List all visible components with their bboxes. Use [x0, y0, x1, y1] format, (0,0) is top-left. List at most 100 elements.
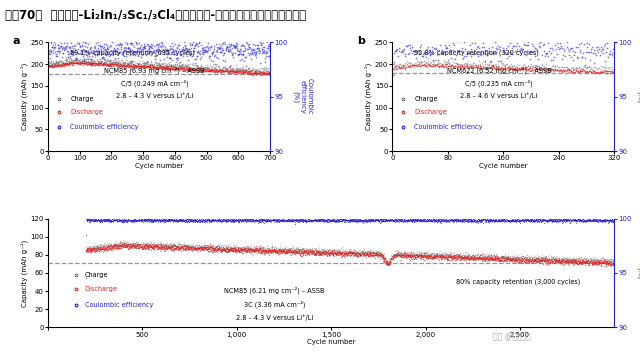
Text: Charge: Charge [415, 96, 438, 102]
Point [218, 246, 228, 251]
Point [264, 71, 275, 76]
Point [84, 57, 95, 62]
Point [257, 71, 267, 76]
Point [282, 248, 292, 253]
Point [165, 217, 175, 222]
Point [191, 247, 201, 252]
Point [203, 65, 213, 71]
Point [511, 258, 521, 263]
Point [427, 250, 437, 256]
Point [150, 242, 161, 248]
Point [576, 69, 586, 74]
Point [246, 245, 257, 251]
Point [234, 68, 244, 74]
Point [332, 249, 342, 255]
Point [248, 246, 259, 252]
Point [475, 252, 485, 258]
Point [193, 49, 204, 54]
Point [582, 256, 593, 261]
Point [213, 218, 223, 223]
Point [293, 217, 303, 223]
Point [496, 61, 506, 66]
Point [177, 66, 188, 71]
Point [584, 259, 595, 265]
Point [556, 256, 566, 261]
Point [584, 259, 595, 265]
Point [358, 246, 369, 251]
Point [203, 244, 213, 250]
Point [246, 68, 257, 74]
Point [527, 256, 537, 262]
Point [538, 256, 548, 262]
Point [335, 248, 345, 254]
Point [484, 258, 494, 264]
Point [586, 257, 596, 262]
Point [446, 254, 456, 260]
Point [156, 42, 166, 48]
Point [483, 217, 493, 222]
Point [588, 259, 598, 265]
Point [525, 218, 535, 223]
Point [170, 243, 180, 249]
Point [87, 218, 97, 223]
Point [310, 251, 321, 257]
Point [379, 218, 389, 224]
Point [259, 249, 269, 254]
Point [79, 59, 89, 64]
Point [314, 251, 324, 257]
Point [212, 245, 222, 250]
Point [350, 248, 360, 253]
Point [193, 245, 204, 251]
Point [229, 43, 239, 49]
Point [259, 247, 269, 253]
Point [320, 248, 330, 253]
Point [282, 218, 292, 223]
Point [211, 246, 221, 251]
Point [360, 253, 371, 258]
Point [469, 64, 479, 70]
Point [259, 47, 269, 53]
Point [184, 64, 195, 70]
Point [179, 65, 189, 71]
Point [214, 245, 225, 250]
Point [588, 218, 598, 224]
Point [109, 243, 120, 249]
Point [164, 241, 175, 247]
Point [196, 244, 206, 250]
Point [138, 217, 148, 222]
Point [383, 259, 393, 265]
Point [201, 65, 211, 70]
Point [241, 68, 251, 73]
Point [370, 251, 380, 257]
Point [541, 257, 552, 263]
Point [406, 64, 416, 70]
Point [210, 246, 220, 252]
Point [160, 219, 170, 225]
Point [481, 251, 492, 257]
Point [309, 246, 319, 252]
Point [259, 50, 269, 55]
Point [349, 216, 360, 222]
Point [333, 252, 343, 257]
Point [70, 60, 81, 66]
Point [359, 249, 369, 255]
Point [456, 48, 467, 54]
Point [433, 252, 443, 258]
Point [474, 256, 484, 261]
Point [575, 259, 586, 265]
Point [583, 257, 593, 263]
Point [390, 252, 400, 257]
Point [566, 257, 577, 263]
Point [472, 255, 483, 261]
Point [339, 247, 349, 252]
Point [557, 216, 568, 222]
Point [579, 67, 589, 73]
Point [134, 242, 144, 247]
Point [150, 56, 160, 62]
Point [140, 218, 150, 224]
Point [565, 257, 575, 263]
Point [412, 251, 422, 257]
Point [547, 216, 557, 222]
Point [539, 220, 549, 226]
Point [461, 254, 472, 260]
